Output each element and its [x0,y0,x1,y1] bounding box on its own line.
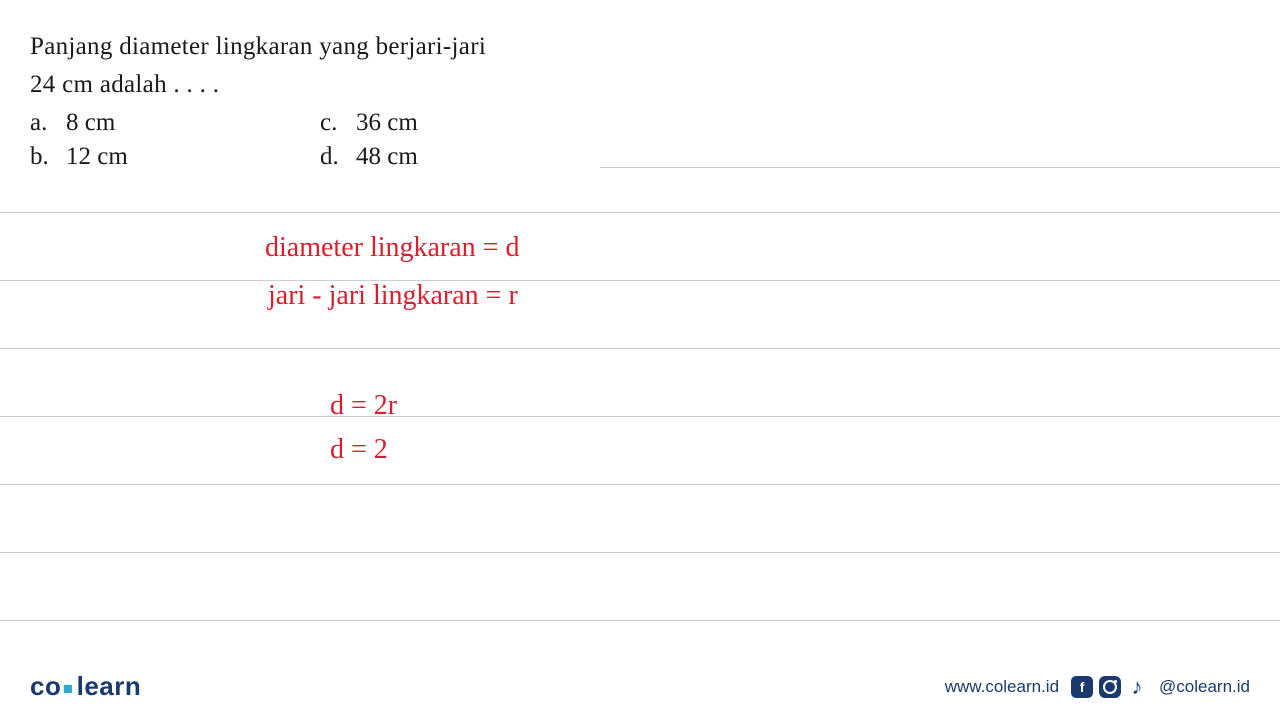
option-d-text: 48 cm [356,143,418,171]
question-block: Panjang diameter lingkaran yang berjari-… [0,0,1280,171]
logo-co: co [30,671,61,701]
option-a: a. 8 cm [30,109,320,137]
handwriting-line: d = 2 [330,432,388,468]
handwriting-line: d = 2r [330,388,397,424]
option-b-letter: b. [30,143,66,171]
rule-line [0,484,1280,485]
rule-line [0,348,1280,349]
logo-learn: learn [77,671,142,701]
rule-line [0,620,1280,621]
option-c-letter: c. [320,109,356,137]
option-b-text: 12 cm [66,143,128,171]
tiktok-icon[interactable]: ♪ [1127,676,1147,698]
footer: co◆learn www.colearn.id f ♪ @colearn.id [0,671,1280,702]
option-b: b. 12 cm [30,143,320,171]
website-link[interactable]: www.colearn.id [945,677,1059,697]
handwriting-line: diameter lingkaran = d [265,230,519,266]
question-line-2: 24 cm adalah . . . . [30,66,1250,104]
question-line-1: Panjang diameter lingkaran yang berjari-… [30,28,1250,66]
rule-line-short [600,167,1280,168]
facebook-icon[interactable]: f [1071,676,1093,698]
rule-line [0,280,1280,281]
rule-line [0,416,1280,417]
social-handle: @colearn.id [1159,677,1250,697]
option-a-text: 8 cm [66,109,115,137]
social-icons: f ♪ [1071,676,1147,698]
footer-right: www.colearn.id f ♪ @colearn.id [945,676,1250,698]
handwriting-line: jari - jari lingkaran = r [268,278,518,314]
option-c-text: 36 cm [356,109,418,137]
option-d: d. 48 cm [320,143,520,171]
rule-line [0,212,1280,213]
brand-logo: co◆learn [30,671,141,702]
option-d-letter: d. [320,143,356,171]
option-a-letter: a. [30,109,66,137]
rule-line [0,552,1280,553]
instagram-icon[interactable] [1099,676,1121,698]
option-c: c. 36 cm [320,109,520,137]
